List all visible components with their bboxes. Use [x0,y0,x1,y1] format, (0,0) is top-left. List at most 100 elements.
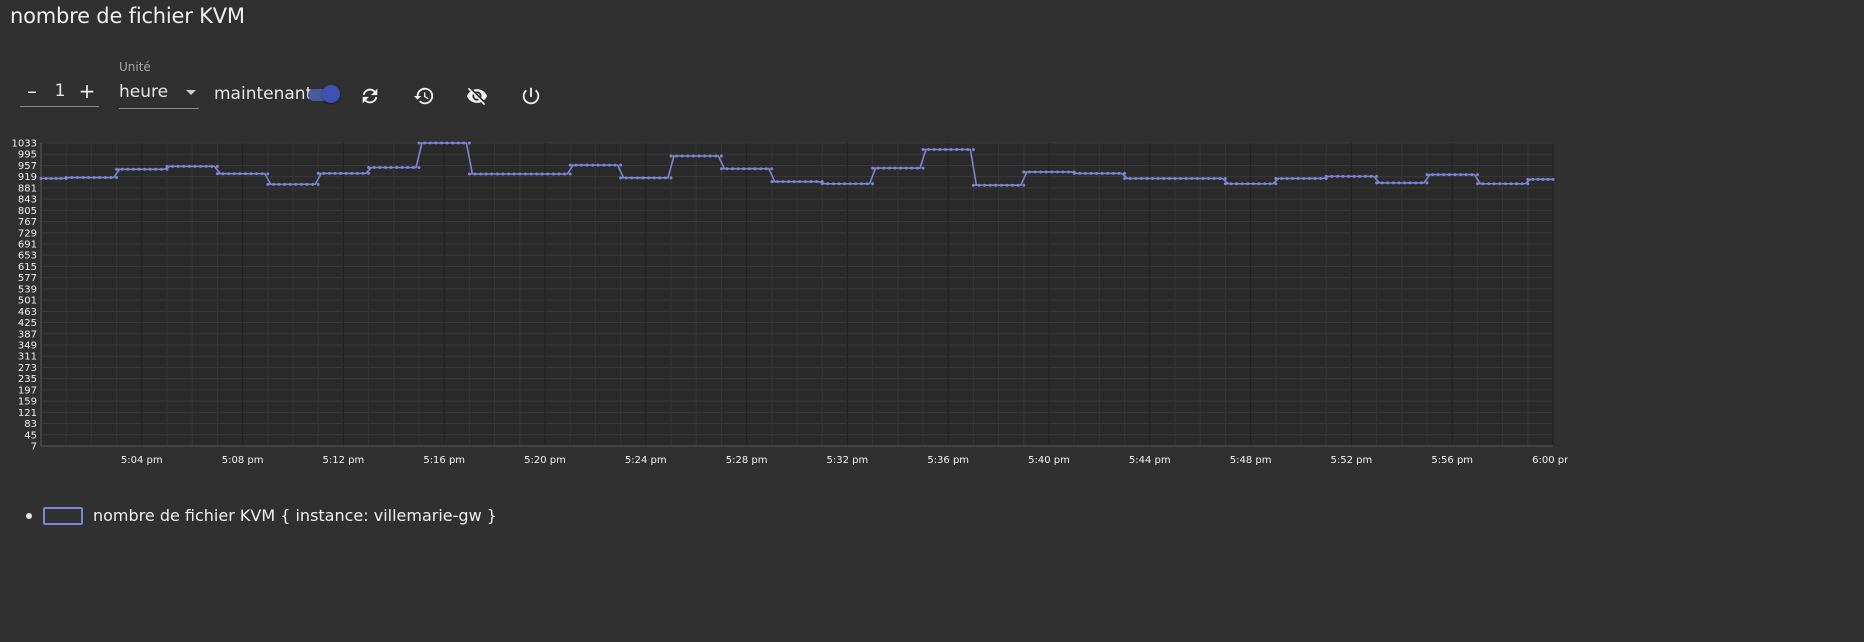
data-point [709,154,712,157]
data-point [1134,177,1137,180]
data-point [1347,175,1350,178]
data-point [395,166,398,169]
data-point [1426,181,1429,184]
data-point [350,172,353,175]
y-tick-label: 83 [24,419,37,430]
data-point [1364,175,1367,178]
data-point [754,167,757,170]
data-point [1358,175,1361,178]
data-point [955,148,958,151]
unit-select[interactable]: heure [119,80,199,109]
legend-swatch[interactable] [43,507,83,525]
data-point [45,177,48,180]
data-point [429,142,432,145]
data-point [294,183,297,186]
data-point [182,165,185,168]
data-point [250,172,253,175]
now-label: maintenant [214,84,312,104]
data-point [238,172,241,175]
data-point [950,148,953,151]
data-point [1515,182,1518,185]
legend-label: nombre de fichier KVM { instance: villem… [93,506,497,525]
data-point [328,172,331,175]
data-point [65,176,68,179]
data-point [602,164,605,167]
data-point [406,166,409,169]
data-point [1286,177,1289,180]
increment-button[interactable]: + [75,78,99,104]
hide-button[interactable] [464,83,490,109]
data-point [1541,178,1544,181]
data-point [961,148,964,151]
data-point [546,173,549,176]
data-point [1454,173,1457,176]
data-point [485,173,488,176]
data-point [70,176,73,179]
data-point [905,167,908,170]
data-point [1493,182,1496,185]
now-toggle[interactable] [306,85,340,105]
data-point [619,176,622,179]
data-point [692,154,695,157]
power-button[interactable] [518,83,544,109]
y-tick-label: 1033 [12,139,37,150]
y-tick-label: 121 [18,408,37,419]
power-icon [520,85,542,107]
data-point [854,182,857,185]
data-point [664,176,667,179]
data-point [1274,177,1277,180]
data-point [1022,184,1025,187]
data-point [535,173,538,176]
data-point [614,164,617,167]
y-tick-label: 501 [18,296,37,307]
data-point [1280,177,1283,180]
data-point [317,172,320,175]
stepper-value[interactable]: 1 [48,81,72,101]
decrement-button[interactable]: – [20,78,44,104]
data-point [1022,170,1025,173]
data-point [726,167,729,170]
data-point [933,148,936,151]
data-point [55,177,58,180]
legend: nombre de fichier KVM { instance: villem… [26,506,497,525]
x-tick-label: 5:52 pm [1331,455,1373,466]
data-point [138,168,141,171]
history-button[interactable] [411,83,437,109]
y-tick-label: 957 [18,161,37,172]
data-point [1140,177,1143,180]
y-tick-label: 919 [18,172,37,183]
data-point [440,142,443,145]
x-tick-label: 5:04 pm [121,455,163,466]
data-point [1392,181,1395,184]
data-point [233,172,236,175]
data-point [1297,177,1300,180]
data-point [597,164,600,167]
data-point [888,167,891,170]
data-point [1426,173,1429,176]
data-point [255,172,258,175]
unit-value: heure [119,82,168,102]
data-point [714,154,717,157]
data-point [972,184,975,187]
data-point [1062,170,1065,173]
data-point [1067,170,1070,173]
data-point [132,168,135,171]
data-point [580,164,583,167]
data-point [283,183,286,186]
refresh-button[interactable] [357,83,383,109]
data-point [1381,181,1384,184]
data-point [1437,173,1440,176]
data-point [1190,177,1193,180]
data-point [1073,172,1076,175]
toolbar: – 1 + Unité heure maintenant [0,56,600,116]
data-point [244,172,247,175]
data-point [384,166,387,169]
data-point [804,180,807,183]
data-point [418,166,421,169]
y-tick-label: 463 [18,307,37,318]
data-point [60,177,63,180]
data-point [776,180,779,183]
data-point [569,173,572,176]
data-point [838,182,841,185]
data-point [989,184,992,187]
